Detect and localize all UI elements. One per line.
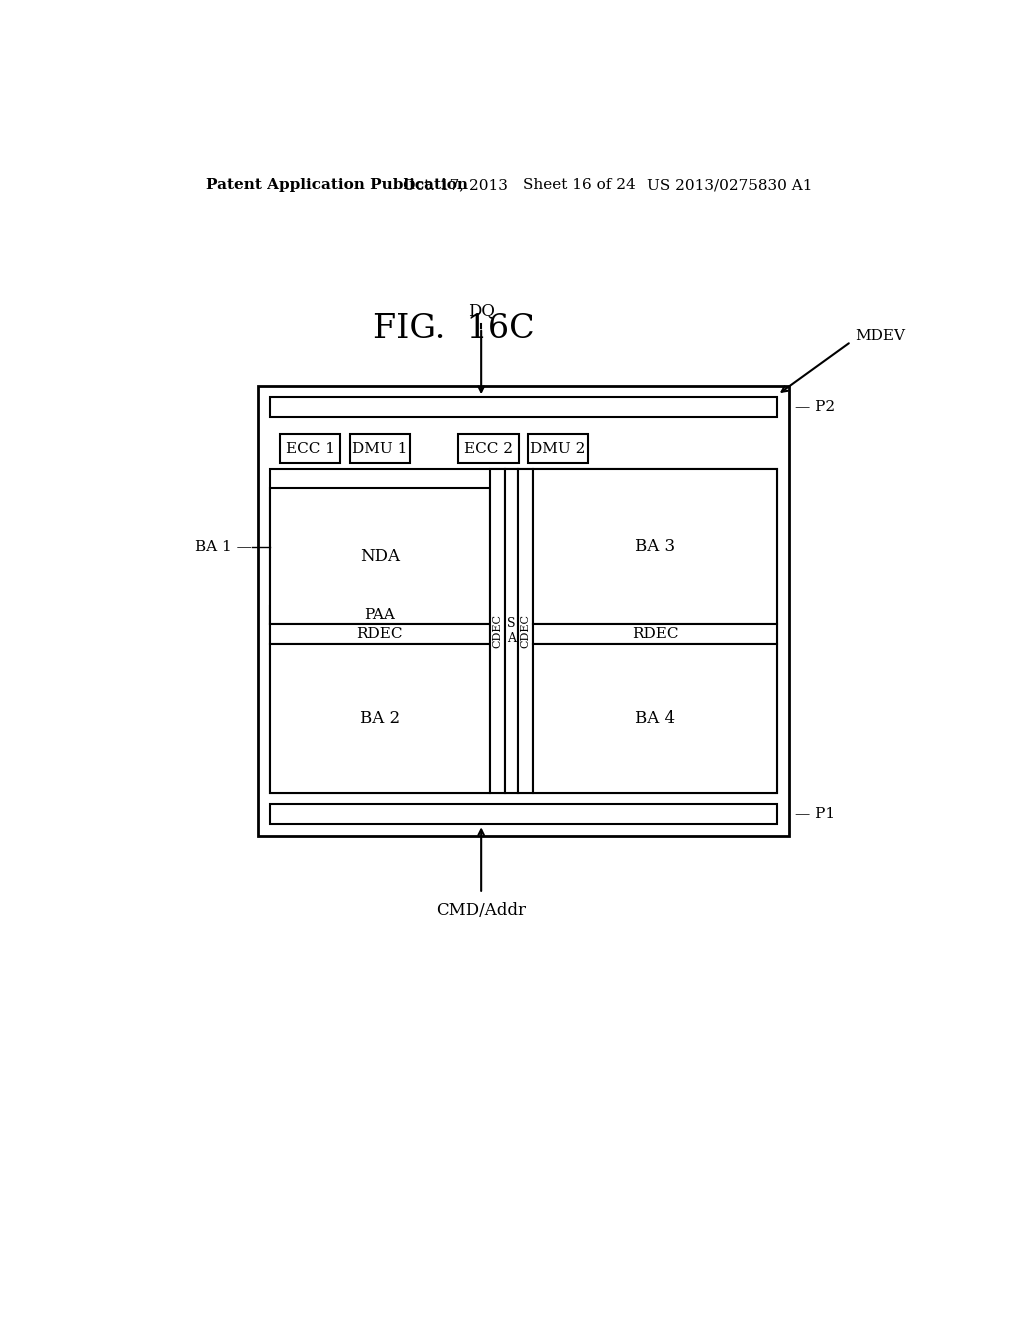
Text: RDEC: RDEC bbox=[356, 627, 403, 642]
Text: CDEC: CDEC bbox=[493, 614, 503, 648]
Text: — P1: — P1 bbox=[796, 808, 836, 821]
Bar bbox=[534, 624, 777, 644]
Bar bbox=[534, 644, 777, 793]
Text: Oct. 17, 2013: Oct. 17, 2013 bbox=[403, 178, 508, 193]
Text: ECC 2: ECC 2 bbox=[464, 442, 513, 455]
Text: BA 1 —: BA 1 — bbox=[196, 540, 252, 554]
Text: BA 3: BA 3 bbox=[635, 539, 676, 556]
Bar bbox=[270, 488, 489, 624]
Text: DMU 1: DMU 1 bbox=[352, 442, 408, 455]
Bar bbox=[270, 606, 489, 624]
Text: RDEC: RDEC bbox=[632, 627, 679, 642]
Bar bbox=[270, 804, 777, 825]
Bar bbox=[258, 385, 790, 836]
Bar bbox=[270, 470, 777, 793]
Bar bbox=[528, 434, 589, 463]
Text: ECC 1: ECC 1 bbox=[286, 442, 335, 455]
Text: Sheet 16 of 24: Sheet 16 of 24 bbox=[523, 178, 636, 193]
Bar bbox=[270, 397, 777, 417]
Text: FIG.  16C: FIG. 16C bbox=[373, 313, 535, 346]
Text: BA 4: BA 4 bbox=[635, 710, 676, 727]
Text: — P2: — P2 bbox=[796, 400, 836, 414]
Bar bbox=[349, 434, 410, 463]
Bar bbox=[280, 434, 340, 463]
Bar bbox=[270, 624, 489, 644]
Text: MDEV: MDEV bbox=[855, 329, 905, 342]
Bar bbox=[518, 470, 534, 793]
Text: Patent Application Publication: Patent Application Publication bbox=[206, 178, 468, 193]
Text: DMU 2: DMU 2 bbox=[530, 442, 586, 455]
Bar bbox=[506, 470, 518, 793]
Bar bbox=[489, 470, 506, 793]
Bar bbox=[534, 470, 777, 624]
Text: US 2013/0275830 A1: US 2013/0275830 A1 bbox=[647, 178, 813, 193]
Bar bbox=[270, 644, 489, 793]
Bar bbox=[458, 434, 518, 463]
Text: S
A: S A bbox=[507, 618, 516, 645]
Text: CMD/Addr: CMD/Addr bbox=[436, 902, 526, 919]
Text: DQ: DQ bbox=[468, 302, 495, 319]
Text: CDEC: CDEC bbox=[520, 614, 530, 648]
Text: PAA: PAA bbox=[365, 609, 395, 622]
Text: BA 2: BA 2 bbox=[359, 710, 400, 727]
Text: NDA: NDA bbox=[359, 548, 400, 565]
